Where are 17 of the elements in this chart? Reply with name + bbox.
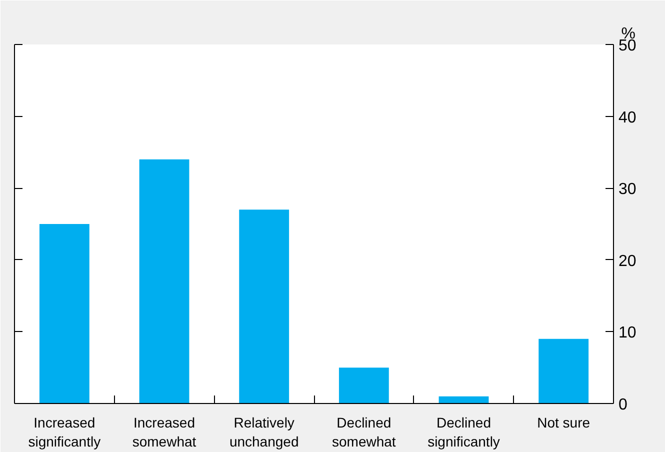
- x-tick-label: Not sure: [537, 414, 590, 430]
- y-tick-label: 40: [618, 109, 636, 126]
- x-tick-label: Increased somewhat: [132, 414, 196, 450]
- x-tick-label: Declined somewhat: [332, 414, 396, 450]
- y-tick-label: 30: [618, 181, 636, 198]
- bar: [39, 224, 90, 404]
- y-tick-label: 10: [618, 324, 636, 342]
- bar: [338, 368, 389, 404]
- bar: [139, 159, 190, 404]
- y-tick-label: 0: [618, 396, 628, 414]
- y-tick-label: 20: [618, 252, 636, 270]
- bar: [239, 210, 290, 404]
- x-tick-label: Increased significantly: [28, 414, 101, 450]
- x-tick-label: Declined significantly: [428, 414, 500, 450]
- x-tick-label: Relatively unchanged: [229, 414, 299, 450]
- bar: [438, 396, 489, 404]
- bar: [538, 338, 589, 404]
